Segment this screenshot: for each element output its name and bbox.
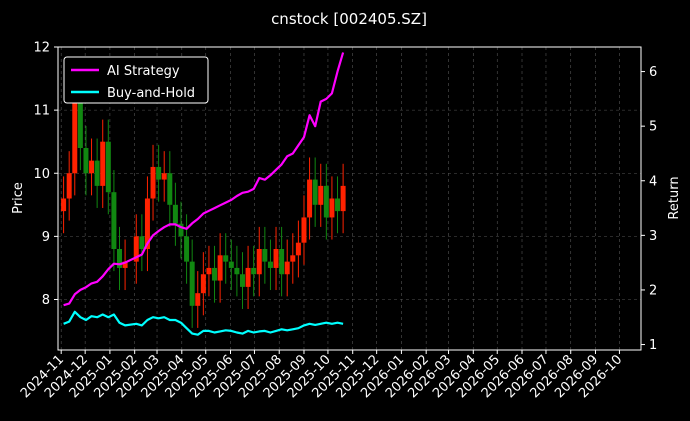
y-tick-label-right: 5 [649,120,657,135]
candle-body [77,84,83,148]
candle-body [61,198,67,212]
candle-body [239,274,245,287]
candle-body [206,267,212,275]
candle-body [245,267,251,287]
candle-body [223,255,229,262]
candle-body [139,236,145,249]
candle-body [144,198,150,249]
y-tick-label-right: 6 [649,65,657,80]
candle-body [184,236,190,262]
candle-body [295,242,301,256]
candle-body [279,249,285,275]
candle-body [200,274,206,294]
candle-body [72,84,78,174]
candle-body [228,261,234,268]
candlestick-series [61,62,346,328]
plot-frame [57,46,642,351]
candle-body [256,249,262,275]
candle-body [116,249,122,268]
y-tick-label-right: 4 [649,174,657,189]
y-tick-label-right: 1 [649,338,657,353]
candle-body [323,185,329,218]
candle-body [156,166,162,180]
left-axis-ticks: 8 9 10 11 12 [33,41,58,308]
candle-body [212,267,218,281]
candle-body [195,293,201,306]
y-tick-label-left: 12 [33,41,50,56]
candle-body [290,255,296,262]
y-axis-label-right: Return [667,176,682,219]
legend: AI Strategy Buy-and-Hold [63,56,209,104]
legend-label-buy-and-hold: Buy-and-Hold [107,86,195,101]
candle-body [318,185,324,205]
legend-label-ai-strategy: AI Strategy [107,64,180,79]
legend-box [63,56,209,104]
candle-body [312,179,318,205]
candle-body [66,173,72,199]
y-axis-label-left: Price [11,182,26,214]
candle-body [100,141,106,186]
candle-body [133,236,139,262]
candle-body [178,223,184,237]
return-lines [63,52,345,336]
candle-body [217,255,223,281]
candle-body [111,192,117,249]
y-tick-label-left: 10 [33,167,50,182]
candle-body [267,261,273,268]
candle-body [340,185,346,212]
series-ai-strategy [63,52,345,307]
candle-body [172,204,178,224]
candle-body [89,160,95,174]
candle-body [94,160,100,186]
candle-body [150,166,156,199]
chart-title: cnstock [002405.SZ] [271,10,427,28]
y-tick-label-left: 8 [42,293,50,308]
y-tick-label-right: 3 [649,229,657,244]
candle-body [122,261,128,268]
y-tick-label-left: 11 [33,104,50,119]
candle-body [329,198,335,218]
candle-body [307,179,313,218]
y-tick-label-right: 2 [649,283,657,298]
candle-body [273,249,279,268]
candle-body [234,267,240,275]
candle-body [262,249,268,262]
right-axis-ticks: 1 2 3 4 5 6 [641,65,657,353]
candle-body [301,217,307,243]
candle-body [83,148,89,174]
candle-body [284,261,290,275]
y-tick-label-left: 9 [42,230,50,245]
candle-body [167,173,173,205]
candle-body [189,261,195,306]
series-buy-and-hold [63,310,344,336]
candle-body [105,141,111,193]
candle-body [335,198,341,212]
candle-body [251,267,257,275]
candle-body [161,173,167,180]
